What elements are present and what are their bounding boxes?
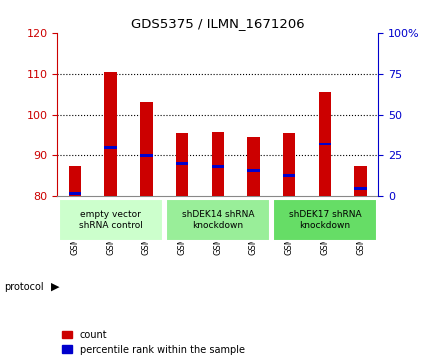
Bar xyxy=(104,146,117,149)
Text: shDEK14 shRNA
knockdown: shDEK14 shRNA knockdown xyxy=(182,210,254,229)
Text: shDEK17 shRNA
knockdown: shDEK17 shRNA knockdown xyxy=(289,210,361,229)
Bar xyxy=(59,199,163,241)
Title: GDS5375 / ILMN_1671206: GDS5375 / ILMN_1671206 xyxy=(131,17,304,30)
Text: ▶: ▶ xyxy=(51,282,59,292)
Bar xyxy=(354,187,367,190)
Bar xyxy=(354,166,367,196)
Bar xyxy=(69,192,81,195)
Bar xyxy=(273,199,377,241)
Bar xyxy=(166,199,270,241)
Bar xyxy=(104,72,117,196)
Legend: count, percentile rank within the sample: count, percentile rank within the sample xyxy=(62,330,245,355)
Bar xyxy=(176,162,188,165)
Bar xyxy=(319,143,331,146)
Bar xyxy=(283,174,295,177)
Bar xyxy=(69,166,81,196)
Bar xyxy=(140,154,153,157)
Bar xyxy=(247,169,260,172)
Text: protocol: protocol xyxy=(4,282,44,292)
Bar xyxy=(319,92,331,196)
Bar xyxy=(212,166,224,168)
Bar xyxy=(140,102,153,196)
Text: empty vector
shRNA control: empty vector shRNA control xyxy=(79,210,143,229)
Bar xyxy=(247,137,260,196)
Bar xyxy=(212,132,224,196)
Bar xyxy=(283,133,295,196)
Bar xyxy=(176,133,188,196)
